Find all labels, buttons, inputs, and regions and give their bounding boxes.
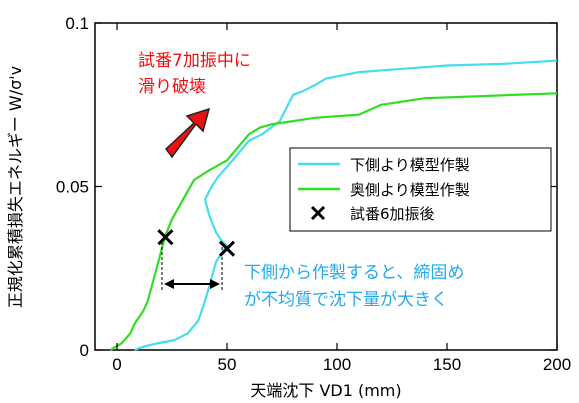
spread-annotation xyxy=(161,242,223,290)
tick-layer: 0 50 100 150 200 0 0.05 0.1 xyxy=(56,14,571,374)
legend-label-series-1: 奥側より模型作製 xyxy=(350,181,470,199)
marker-x-0 xyxy=(157,229,174,246)
y-axis-title: 正規化累積損失エネルギー W/σ'v xyxy=(6,66,25,308)
annotation-note-line2: が不均質で沈下量が大きく xyxy=(244,290,448,310)
x-tick-label: 150 xyxy=(433,355,461,374)
y-tick-label: 0 xyxy=(80,341,89,360)
failure-arrow-icon xyxy=(164,107,211,159)
legend-label-series-0: 下側より模型作製 xyxy=(350,156,470,174)
x-axis-title: 天端沈下 VD1 (mm) xyxy=(250,381,401,400)
series-layer xyxy=(109,59,558,352)
series-line-0 xyxy=(134,59,558,352)
x-tick-label: 200 xyxy=(543,355,571,374)
annotation-failure-line2: 滑り破壊 xyxy=(138,77,206,97)
series-line-1 xyxy=(109,92,558,351)
legend-label-markers: 試番6加振後 xyxy=(350,205,435,223)
legend: 下側より模型作製 奥側より模型作製 試番6加振後 xyxy=(289,147,552,232)
y-tick-label: 0.1 xyxy=(65,14,89,33)
y-tick-label: 0.05 xyxy=(56,178,89,197)
legend-marker-icon xyxy=(310,205,326,221)
annotation-failure-line1: 試番7加振中に xyxy=(138,51,251,71)
x-tick-label: 50 xyxy=(218,355,237,374)
x-tick-label: 100 xyxy=(323,355,351,374)
marker-layer xyxy=(157,229,236,257)
x-tick-label: 0 xyxy=(112,355,121,374)
annotation-note-line1: 下側から作製すると、締固め xyxy=(244,263,464,283)
